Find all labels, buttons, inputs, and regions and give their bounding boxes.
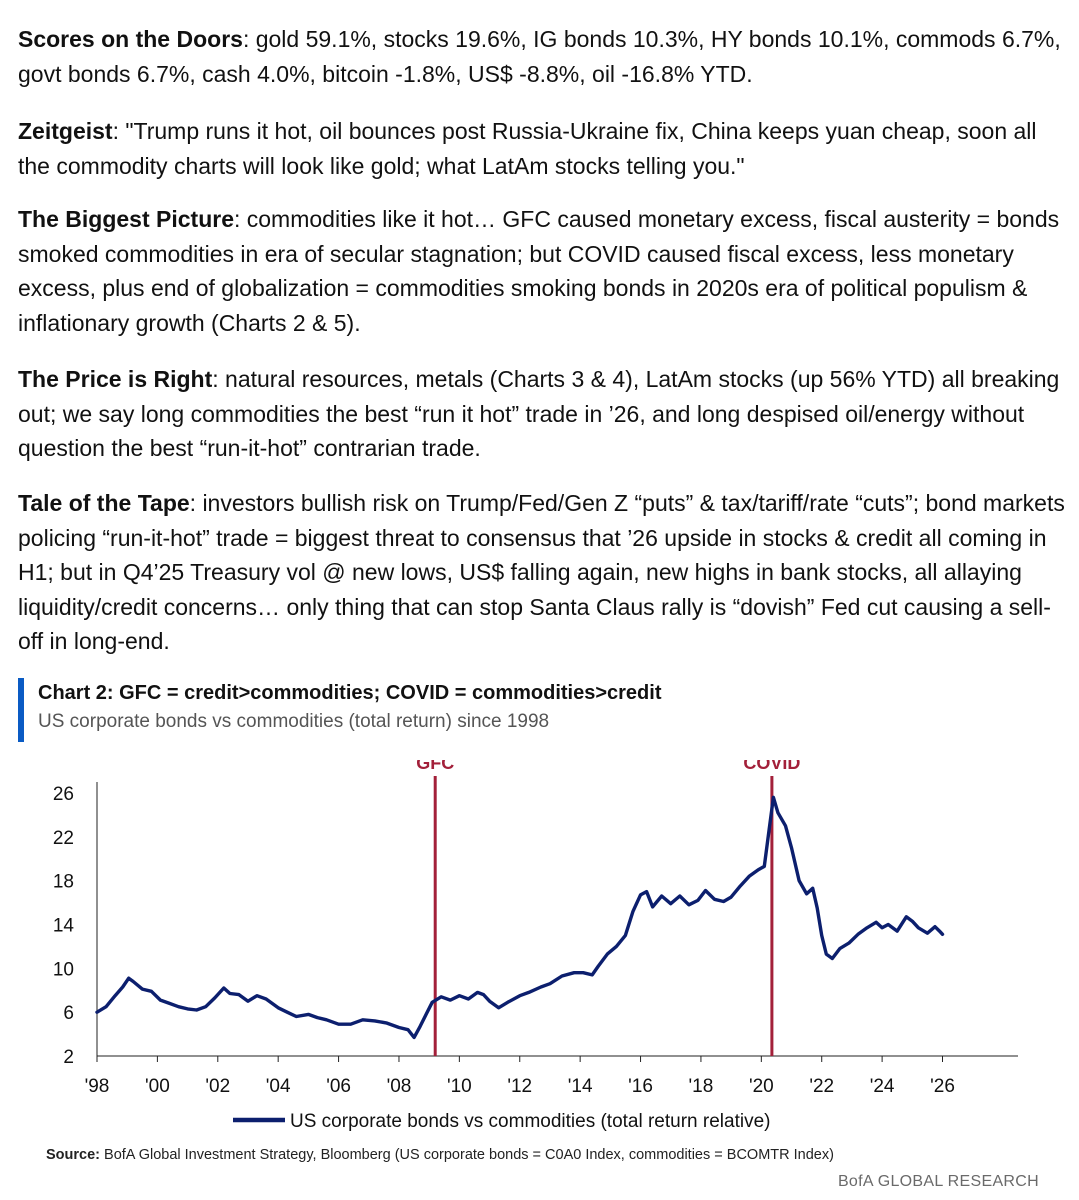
x-tick-label: '26 [930,1076,955,1097]
paragraph-zeitgeist: Zeitgeist: "Trump runs it hot, oil bounc… [18,114,1068,183]
paragraph-tale-of-the-tape: Tale of the Tape: investors bullish risk… [18,486,1068,659]
event-label-gfc: GFC [416,760,454,773]
x-tick-label: '06 [326,1076,351,1097]
x-tick-label: '02 [205,1076,230,1097]
source-note: Source: BofA Global Investment Strategy,… [46,1147,834,1163]
x-tick-label: '24 [870,1076,895,1097]
x-tick-label: '10 [447,1076,472,1097]
chart-title: Chart 2: GFC = credit>commodities; COVID… [38,682,662,704]
paragraph-scores-on-the-doors: Scores on the Doors: gold 59.1%, stocks … [18,22,1068,91]
series-line [95,795,945,1040]
event-label-covid: COVID [743,760,800,773]
y-tick-label: 18 [53,872,74,893]
paragraph-heading: Tale of the Tape [18,490,190,516]
y-tick-label: 2 [63,1047,74,1068]
source-text: BofA Global Investment Strategy, Bloombe… [100,1147,834,1163]
x-tick-label: '20 [749,1076,774,1097]
x-axis: '98 '00 '02 '04 '06 '08 '10 '12 '14 '16 '18 '20 '22 '… [85,1055,1018,1097]
x-tick-label: '22 [809,1076,834,1097]
x-tick-label: '00 [145,1076,170,1097]
paragraph-heading: Scores on the Doors [18,26,243,52]
y-tick-label: 10 [53,959,74,980]
paragraph-biggest-picture: The Biggest Picture: commodities like it… [18,202,1068,340]
chart-subtitle: US corporate bonds vs commodities (total… [38,711,550,732]
x-tick-label: '98 [85,1076,110,1097]
event-markers: GFC COVID [416,760,800,1056]
paragraph-body: : commodities like it hot… GFC caused mo… [18,206,1060,336]
x-tick-label: '18 [689,1076,714,1097]
source-label: Source: [46,1147,100,1163]
paragraph-price-is-right: The Price is Right: natural resources, m… [18,362,1068,466]
y-tick-label: 22 [53,828,74,849]
paragraph-body: : "Trump runs it hot, oil bounces post R… [18,118,1037,179]
series-layer [95,795,945,1040]
x-tick-label: '04 [266,1076,291,1097]
x-tick-label: '16 [628,1076,653,1097]
paragraph-heading: The Price is Right [18,366,213,392]
x-tick-label: '08 [387,1076,412,1097]
x-tick-label: '14 [568,1076,593,1097]
y-tick-label: 26 [53,784,74,805]
paragraph-body: : natural resources, metals (Charts 3 & … [18,366,1060,461]
legend-label: US corporate bonds vs commodities (total… [290,1111,770,1132]
y-tick-label: 6 [63,1003,74,1024]
chart-header: Chart 2: GFC = credit>commodities; COVID… [18,678,662,742]
paragraph-body: : investors bullish risk on Trump/Fed/Ge… [18,490,1065,654]
y-tick-label: 14 [53,915,75,936]
paragraph-body: : gold 59.1%, stocks 19.6%, IG bonds 10.… [18,26,1061,87]
brand-footer: BofA GLOBAL RESEARCH [837,1173,1039,1190]
paragraph-heading: The Biggest Picture [18,206,234,232]
legend: US corporate bonds vs commodities (total… [233,1111,770,1132]
x-tick-label: '12 [507,1076,532,1097]
paragraph-heading: Zeitgeist [18,118,113,144]
